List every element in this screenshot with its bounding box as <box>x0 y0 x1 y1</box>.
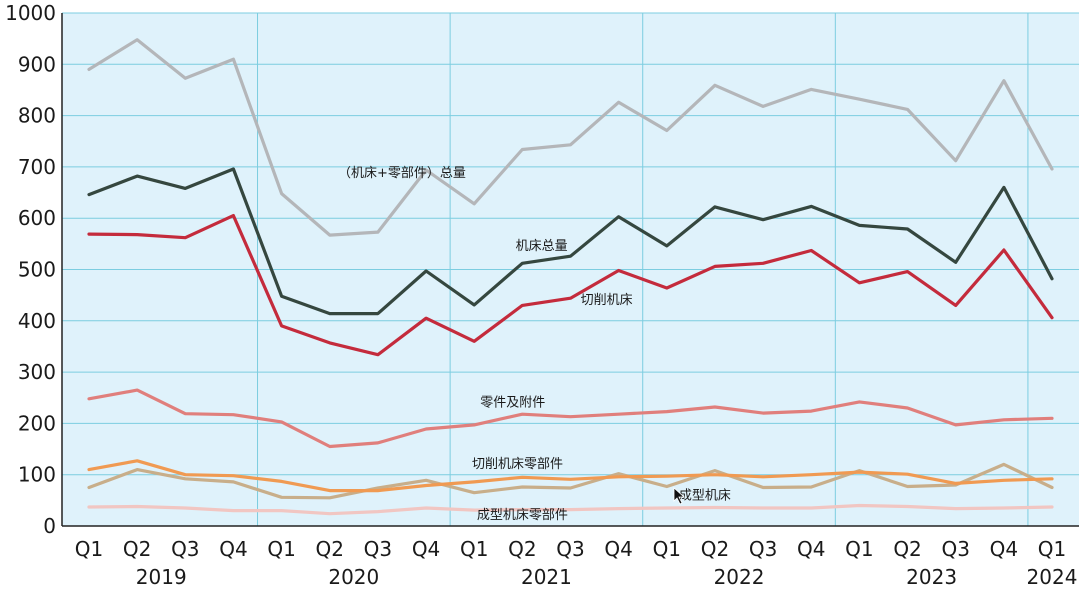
series-line <box>87 462 1054 500</box>
y-tick-label: 200 <box>18 411 56 435</box>
x-axis-years: 2019 2020 2021 2022 2023 2024 <box>136 565 1078 589</box>
series-line <box>87 167 1054 316</box>
x-tick-label: Q4 <box>412 537 440 561</box>
x-tick-label: Q2 <box>316 537 344 561</box>
x-tick-label: Q1 <box>75 537 103 561</box>
year-label: 2024 <box>1027 565 1078 589</box>
series-label: 机床总量 <box>516 239 568 254</box>
x-axis-ticks: Q1 Q2 Q3 Q4 Q1 Q2 Q3 Q4 Q1 Q2 Q3 Q4 Q1 Q2 Q3 Q4 Q1 Q2 Q3 Q4… <box>75 537 1066 561</box>
series-line <box>87 459 1054 493</box>
series-line <box>87 38 1054 237</box>
annotation-label: 成型机床 <box>679 488 731 503</box>
x-tick-label: Q3 <box>749 537 777 561</box>
x-tick-label: Q4 <box>604 537 632 561</box>
x-tick-label: Q3 <box>364 537 392 561</box>
x-tick-label: Q4 <box>219 537 247 561</box>
series-lines <box>87 38 1054 516</box>
series-line <box>87 388 1054 449</box>
x-tick-label: Q2 <box>123 537 151 561</box>
y-tick-label: 1000 <box>5 1 56 25</box>
x-tick-label: Q1 <box>653 537 681 561</box>
series-label: 成型机床零部件 <box>477 508 568 523</box>
y-tick-label: 400 <box>18 309 56 333</box>
year-label: 2019 <box>136 565 187 589</box>
year-label: 2020 <box>328 565 379 589</box>
series-label: 零件及附件 <box>480 395 545 410</box>
year-label: 2022 <box>714 565 765 589</box>
series-line <box>87 214 1054 357</box>
year-label: 2021 <box>521 565 572 589</box>
y-tick-label: 100 <box>18 463 56 487</box>
series-line <box>87 503 1054 516</box>
x-tick-label: Q2 <box>508 537 536 561</box>
x-tick-label: Q1 <box>845 537 873 561</box>
y-tick-label: 800 <box>18 104 56 128</box>
x-tick-label: Q1 <box>267 537 295 561</box>
y-axis-ticks: 0 100 200 300 400 500 600 700 800 900 1000 <box>5 1 56 538</box>
x-tick-label: Q2 <box>893 537 921 561</box>
x-tick-label: Q4 <box>797 537 825 561</box>
y-tick-label: 300 <box>18 360 56 384</box>
year-label: 2023 <box>906 565 957 589</box>
y-tick-label: 600 <box>18 206 56 230</box>
series-label: 切削机床零部件 <box>472 457 563 472</box>
y-tick-label: 500 <box>18 258 56 282</box>
x-tick-label: Q1 <box>460 537 488 561</box>
cursor-arrow-icon <box>673 487 686 505</box>
x-tick-label: Q2 <box>701 537 729 561</box>
x-tick-label: Q3 <box>556 537 584 561</box>
x-tick-label: Q1 <box>1038 537 1066 561</box>
y-tick-label: 0 <box>43 514 56 538</box>
x-tick-label: Q4 <box>990 537 1018 561</box>
x-tick-label: Q3 <box>171 537 199 561</box>
y-tick-label: 700 <box>18 155 56 179</box>
x-tick-label: Q3 <box>941 537 969 561</box>
series-label: 切削机床 <box>581 293 633 308</box>
y-tick-label: 900 <box>18 52 56 76</box>
series-label: （机床+零部件）总量 <box>338 166 466 181</box>
